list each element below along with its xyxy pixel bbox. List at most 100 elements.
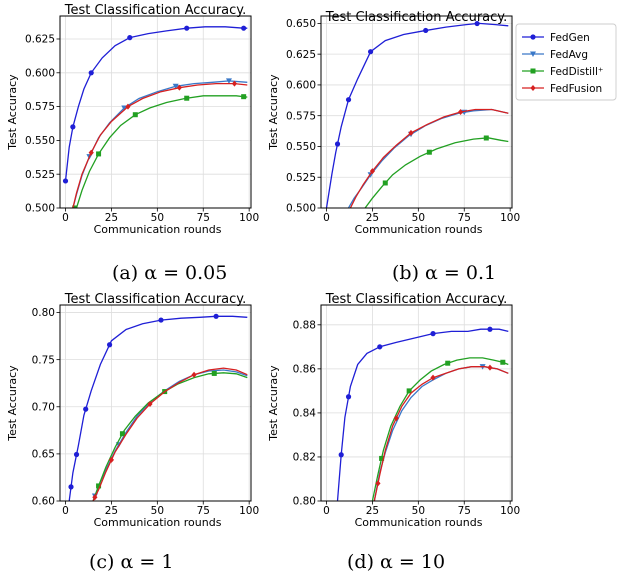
y-tick-label: 0.84 (293, 408, 317, 420)
y-tick-label: 0.70 (32, 401, 55, 413)
series-point-FedFusion (147, 400, 153, 407)
series-group (68, 313, 248, 501)
series-point-FedGen (345, 97, 352, 103)
y-tick-label: 0.525 (286, 172, 316, 184)
series-point-FedDistill⁺ (72, 205, 78, 208)
series-point-FedDistill⁺ (382, 180, 388, 186)
series-point-FedGen (158, 317, 164, 323)
series-point-FedFusion (430, 374, 436, 381)
legend-label: FedFusion (550, 83, 602, 95)
y-tick-label: 0.88 (293, 319, 316, 331)
legend-marker (530, 85, 536, 91)
x-tick-label: 100 (239, 212, 259, 224)
x-axis-label: Communication rounds (94, 223, 222, 236)
legend-marker (530, 68, 536, 74)
series-point-FedDistill⁺ (379, 455, 385, 461)
axes-frame (59, 15, 252, 209)
x-tick-label: 0 (62, 505, 69, 517)
series-point-FedFusion (487, 364, 493, 371)
series-group (62, 25, 248, 208)
series-point-FedDistill⁺ (96, 151, 102, 157)
series-point-FedGen (68, 484, 74, 490)
y-tick-label: 0.600 (286, 80, 316, 92)
series-point-FedDistill⁺ (406, 388, 412, 394)
series-line-FedFusion (92, 367, 248, 501)
x-tick-label: 25 (105, 212, 118, 224)
series-point-FedGen (106, 342, 113, 348)
y-tick-label: 0.550 (25, 135, 55, 147)
series-point-FedGen (345, 394, 352, 400)
series-point-FedGen (241, 25, 247, 31)
subfigure-caption: (c) α = 1 (89, 551, 173, 573)
x-tick-label: 75 (458, 212, 471, 224)
legend-marker (530, 34, 536, 40)
series-point-FedGen (184, 25, 190, 31)
y-axis-label: Test Accuracy (267, 74, 280, 151)
x-tick-label: 75 (458, 505, 471, 517)
series-point-FedGen (213, 313, 219, 319)
x-tick-label: 100 (500, 505, 520, 517)
series-point-FedDistill⁺ (96, 483, 102, 489)
subfigure-caption: (b) α = 0.1 (392, 262, 496, 284)
x-tick-label: 75 (197, 505, 210, 517)
chart-panel-1: 0 25 50 75 100 0.500 0.525 0.550 0.575 0.600 0.625… (6, 3, 259, 284)
series-point-FedGen (474, 20, 480, 27)
series-point-FedFusion (125, 103, 131, 110)
x-tick-label: 50 (412, 505, 425, 517)
series-point-FedDistill⁺ (211, 370, 217, 376)
series-point-FedGen (423, 27, 429, 34)
x-tick-label: 75 (197, 212, 210, 224)
y-tick-label: 0.525 (25, 169, 55, 181)
axes-frame (320, 15, 513, 209)
y-tick-label: 0.575 (25, 101, 55, 113)
y-tick-label: 0.60 (32, 496, 55, 508)
x-tick-label: 100 (239, 505, 259, 517)
series-line-FedFusion (373, 366, 509, 501)
legend: FedGen FedAvg FedDistill⁺ FedFusion (515, 23, 617, 101)
series-point-FedGen (377, 344, 383, 350)
series-point-FedFusion (88, 149, 94, 156)
x-axis-label: Communication rounds (94, 516, 222, 529)
series-point-FedDistill⁺ (426, 149, 432, 155)
x-axis-label: Communication rounds (355, 223, 483, 236)
series-point-FedFusion (393, 415, 399, 422)
series-line-FedAvg (373, 366, 509, 501)
chart-title: Test Classification Accuracy. (325, 292, 508, 307)
series-line-FedDistill⁺ (371, 357, 509, 501)
series-point-FedFusion (408, 129, 414, 136)
y-tick-label: 0.600 (25, 67, 55, 79)
series-point-FedDistill⁺ (132, 112, 138, 118)
series-point-FedGen (62, 178, 69, 184)
y-tick-label: 0.575 (286, 110, 316, 122)
x-axis-label: Communication rounds (355, 516, 483, 529)
y-tick-label: 0.500 (25, 203, 55, 215)
x-tick-label: 100 (500, 212, 520, 224)
series-point-FedFusion (176, 84, 182, 91)
series-line-FedDistill⁺ (92, 372, 248, 501)
series-point-FedFusion (375, 480, 381, 487)
chart-panel-2: 0 25 50 75 100 0.500 0.525 0.550 0.575 0.600 0.625… (267, 10, 520, 284)
y-axis-label: Test Accuracy (6, 365, 19, 442)
series-line-FedFusion (72, 82, 248, 208)
chart-panel-3: 0 25 50 75 100 0.60 0.65 0.70 0.75 0.80 Test Class… (6, 292, 259, 573)
chart-title: Test Classification Accuracy. (325, 10, 508, 25)
series-line-FedGen (68, 315, 248, 501)
y-tick-label: 0.650 (286, 18, 316, 30)
chart-panel-4: 0 25 50 75 100 0.80 0.82 0.84 0.86 0.88 Test Class… (267, 292, 520, 573)
series-point-FedGen (70, 124, 76, 130)
chart-title: Test Classification Accuracy. (64, 3, 247, 18)
series-line-FedDistill⁺ (364, 137, 509, 208)
series-group (336, 326, 509, 501)
subfigure-caption: (a) α = 0.05 (112, 262, 227, 284)
subfigure-caption: (d) α = 10 (347, 551, 445, 573)
series-point-FedGen (334, 141, 341, 147)
series-point-FedAvg (172, 83, 179, 90)
y-tick-label: 0.80 (293, 496, 316, 508)
y-tick-label: 0.65 (32, 448, 55, 460)
y-tick-label: 0.500 (286, 203, 316, 215)
series-point-FedGen (367, 49, 374, 55)
y-tick-label: 0.86 (293, 363, 317, 375)
series-group (325, 20, 509, 208)
series-point-FedDistill⁺ (500, 359, 506, 365)
y-axis-label: Test Accuracy (267, 365, 280, 442)
